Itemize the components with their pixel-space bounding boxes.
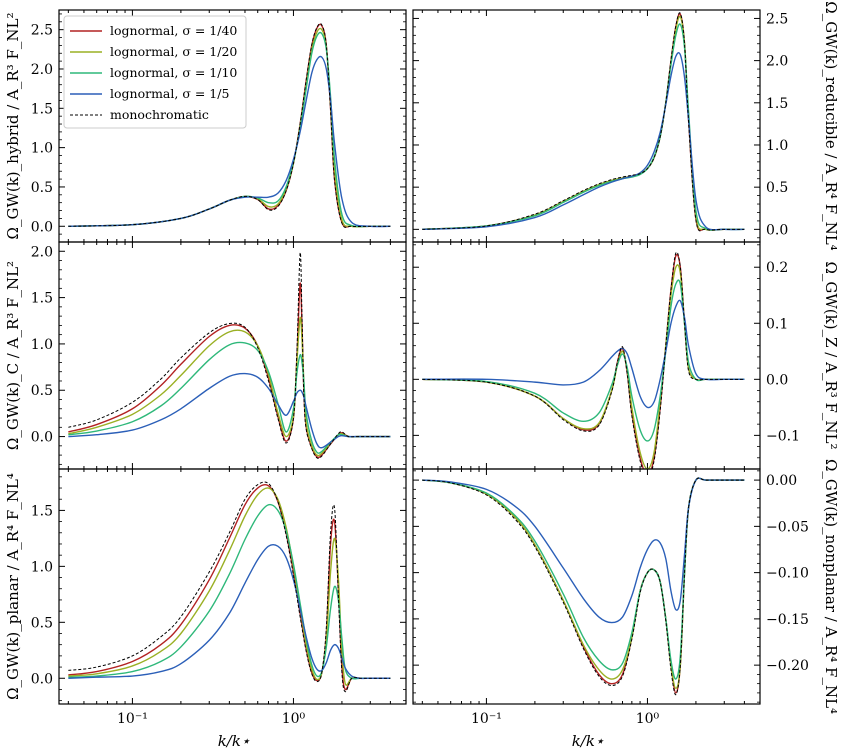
panel-frame — [412, 241, 761, 470]
series-line-lognormal-1-5 — [422, 52, 745, 231]
series-line-lognormal-1-20 — [422, 264, 745, 469]
legend-box — [63, 15, 247, 129]
x-axis-label-left: k/k⋆ — [218, 732, 251, 750]
y-tick-label: 0.1 — [766, 316, 788, 332]
y-tick-label: 0.5 — [31, 180, 53, 196]
series-line-lognormal-1-5 — [422, 299, 745, 409]
x-tick-label: 10⁰ — [282, 711, 306, 727]
series-group — [68, 481, 391, 693]
series-group — [422, 251, 745, 469]
y-tick-label: 0.2 — [766, 260, 788, 276]
y-tick-label: 0.00 — [766, 473, 797, 489]
y-tick-label: −0.20 — [766, 658, 809, 674]
x-tick-label: 10⁻¹ — [471, 711, 502, 727]
legend-label: lognormal, σ = 1/5 — [110, 86, 229, 101]
y-tick-label: −0.05 — [766, 519, 809, 535]
panel-Z: −0.1 0.0 0.1 0.2 Ω_GW(k)_Z / A_R³ F_NL² — [412, 241, 840, 470]
y-tick-label: 0.5 — [31, 383, 53, 399]
legend-item: lognormal, σ = 1/20 — [70, 44, 237, 59]
series-line-monochromatic — [68, 481, 391, 693]
series-line-lognormal-1-10 — [422, 279, 745, 442]
panels-group: 0.0 0.5 1.0 1.5 2.0 2.5 Ω_GW(k)_hybrid / A_R³ … — [4, 1, 840, 727]
y-tick-label: 1.5 — [31, 101, 53, 117]
legend: lognormal, σ = 1/40 lognormal, σ = 1/20 lo… — [63, 15, 247, 129]
series-line-monochromatic — [68, 252, 391, 459]
panel-planar: 10⁻¹ 10⁰ 0.0 0.5 1.0 1.5 Ω_GW(k)_planar / A_R⁴… — [4, 468, 407, 727]
series-line-lognormal-1-40 — [422, 477, 745, 694]
y-tick-label: 1.0 — [31, 559, 53, 575]
series-group — [68, 252, 391, 459]
legend-label: lognormal, σ = 1/40 — [110, 23, 237, 38]
series-line-monochromatic — [68, 23, 391, 228]
panel-frame — [412, 9, 761, 243]
panel-hybrid: 0.0 0.5 1.0 1.5 2.0 2.5 Ω_GW(k)_hybrid / A_R³ … — [4, 9, 407, 243]
y-tick-label: 0.0 — [31, 430, 53, 446]
series-line-monochromatic — [422, 477, 745, 696]
series-group — [422, 477, 745, 696]
panel-reducible: 0.0 0.5 1.0 1.5 2.0 2.5 Ω_GW(k)_reducible / A_… — [412, 1, 840, 251]
y-tick-label: 2.0 — [31, 62, 53, 78]
series-line-lognormal-1-40 — [422, 253, 745, 469]
legend-item: lognormal, σ = 1/5 — [70, 86, 229, 101]
y-tick-label: 0.0 — [31, 671, 53, 687]
x-axis-label-right: k/k⋆ — [572, 732, 605, 750]
y-tick-label: 2.0 — [31, 244, 53, 260]
y-tick-label: 1.0 — [31, 337, 53, 353]
y-tick-label: 1.5 — [31, 503, 53, 519]
y-tick-label: 2.5 — [766, 11, 788, 27]
panel-frame — [58, 241, 407, 470]
series-line-lognormal-1-5 — [422, 477, 745, 624]
y-tick-label: 2.5 — [31, 23, 53, 39]
y-tick-label: 2.0 — [766, 54, 788, 70]
series-line-monochromatic — [422, 251, 745, 469]
series-line-lognormal-1-10 — [68, 341, 391, 454]
y-tick-label: 1.0 — [31, 141, 53, 157]
y-tick-label: 1.5 — [31, 291, 53, 307]
legend-item: lognormal, σ = 1/40 — [70, 23, 237, 38]
legend-label: lognormal, σ = 1/20 — [110, 44, 237, 59]
y-tick-label: 1.5 — [766, 96, 788, 112]
y-tick-label: 0.5 — [766, 180, 788, 196]
y-tick-label: −0.15 — [766, 612, 809, 628]
series-line-lognormal-1-5 — [68, 372, 391, 449]
legend-item: monochromatic — [70, 107, 209, 122]
legend-label: lognormal, σ = 1/10 — [110, 65, 237, 80]
y-axis-label-Z: Ω_GW(k)_Z / A_R³ F_NL² — [822, 261, 840, 449]
series-group — [422, 12, 745, 232]
y-axis-label-hybrid: Ω_GW(k)_hybrid / A_R³ F_NL² — [4, 13, 22, 240]
y-axis-label-planar: Ω_GW(k)_planar / A_R⁴ F_NL⁴ — [4, 473, 22, 700]
series-line-monochromatic — [422, 12, 745, 232]
x-tick-label: 10⁰ — [636, 711, 660, 727]
series-line-lognormal-1-20 — [422, 477, 745, 689]
series-line-lognormal-1-20 — [68, 487, 391, 686]
series-line-lognormal-1-5 — [68, 543, 391, 680]
y-axis-label-reducible: Ω_GW(k)_reducible / A_R⁴ F_NL⁴ — [822, 1, 840, 250]
y-tick-label: 0.0 — [766, 372, 788, 388]
series-line-lognormal-1-40 — [68, 282, 391, 459]
y-tick-label: 0.5 — [31, 615, 53, 631]
y-tick-label: 1.0 — [766, 138, 788, 154]
panel-nonplanar: 10⁻¹ 10⁰ −0.20 −0.15 −0.10 −0.05 0.00 Ω_GW(k)_n… — [412, 459, 840, 727]
panel-frame — [58, 468, 407, 705]
panel-frame — [412, 468, 761, 705]
legend-label: monochromatic — [110, 107, 209, 122]
y-tick-label: 0.0 — [766, 222, 788, 238]
y-tick-label: −0.1 — [766, 428, 800, 444]
y-axis-label-C: Ω_GW(k)_C / A_R³ F_NL² — [4, 261, 22, 450]
legend-item: lognormal, σ = 1/10 — [70, 65, 237, 80]
panel-C: 0.0 0.5 1.0 1.5 2.0 Ω_GW(k)_C / A_R³ F_NL² — [4, 241, 407, 470]
y-tick-label: −0.10 — [766, 566, 809, 582]
x-tick-label: 10⁻¹ — [117, 711, 148, 727]
series-group — [68, 23, 391, 228]
y-tick-label: 0.0 — [31, 219, 53, 235]
y-axis-label-nonplanar: Ω_GW(k)_nonplanar / A_R⁴ F_NL⁴ — [822, 459, 840, 714]
